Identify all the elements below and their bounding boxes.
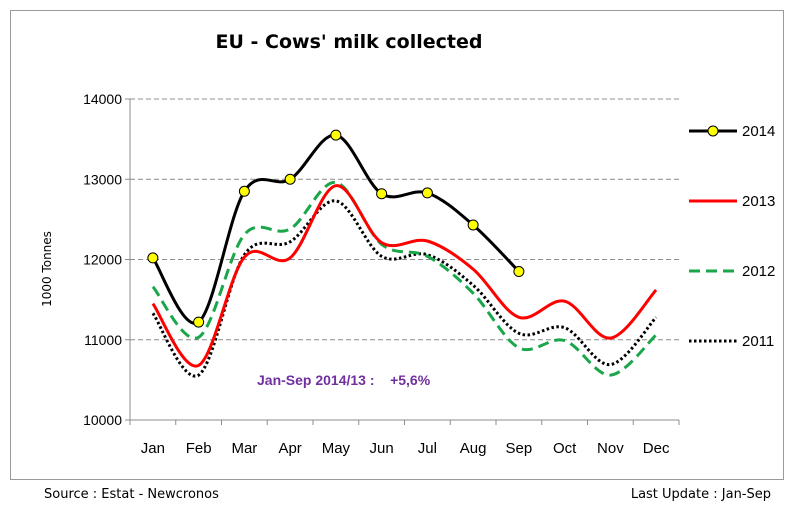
series-lines [147, 129, 658, 378]
data-point-2014 [238, 185, 250, 197]
chart-annotation: Jan-Sep 2014/13 : +5,6% [257, 372, 431, 388]
y-axis-label: 1000 Tonnes [40, 231, 54, 307]
legend-marker-2014 [707, 125, 719, 137]
data-point-2014 [147, 252, 159, 264]
data-point-2014 [376, 188, 388, 200]
legend-label-2014: 2014 [742, 123, 775, 140]
x-tick-label: Sep [506, 440, 533, 457]
x-tick-label: Mar [231, 440, 257, 457]
x-tick-label: Jan [141, 440, 165, 457]
gridlines [130, 98, 679, 341]
data-point-2014 [330, 129, 342, 141]
legend-label-2011: 2011 [742, 333, 774, 350]
y-tick-label: 10000 [83, 412, 122, 428]
line-chart: EU - Cows' milk collected 1000 Tonnes 10… [40, 31, 775, 457]
data-point-2014 [193, 316, 205, 328]
chart-frame: EU - Cows' milk collected 1000 Tonnes 10… [10, 10, 784, 480]
y-tick-label: 13000 [83, 171, 122, 187]
x-tick-label: Jun [370, 440, 394, 457]
data-point-2014 [284, 173, 296, 185]
legend: 2014 2013 2012 2011 [689, 123, 775, 350]
series-line-2012 [151, 181, 658, 377]
legend-label-2012: 2012 [742, 263, 775, 280]
x-tick-label: Oct [553, 440, 577, 457]
x-tick-label: Jul [418, 440, 437, 457]
axes [125, 98, 680, 425]
series-line-2013 [151, 184, 658, 368]
source-note: Source : Estat - Newcronos [44, 487, 219, 502]
x-tick-label: Nov [597, 440, 624, 457]
y-tick-label: 12000 [83, 252, 122, 268]
series-line-2014 [151, 133, 520, 325]
legend-label-2013: 2013 [742, 193, 775, 210]
x-tick-label: May [322, 440, 351, 457]
data-point-2014 [513, 266, 525, 278]
y-tick-label: 11000 [84, 332, 122, 348]
x-tick-label: Apr [278, 440, 301, 457]
last-update-note: Last Update : Jan-Sep [630, 487, 771, 502]
tick-labels: 10000 11000 12000 13000 14000 Jan Feb Mar Apr May… [83, 91, 670, 457]
chart-title: EU - Cows' milk collected [216, 31, 483, 53]
x-tick-label: Feb [186, 440, 212, 457]
x-tick-label: Dec [643, 440, 670, 457]
data-point-2014 [467, 219, 479, 231]
data-point-2014 [421, 187, 433, 199]
x-tick-label: Aug [460, 440, 487, 457]
series-line-2011 [151, 199, 658, 378]
y-tick-label: 14000 [83, 91, 122, 107]
